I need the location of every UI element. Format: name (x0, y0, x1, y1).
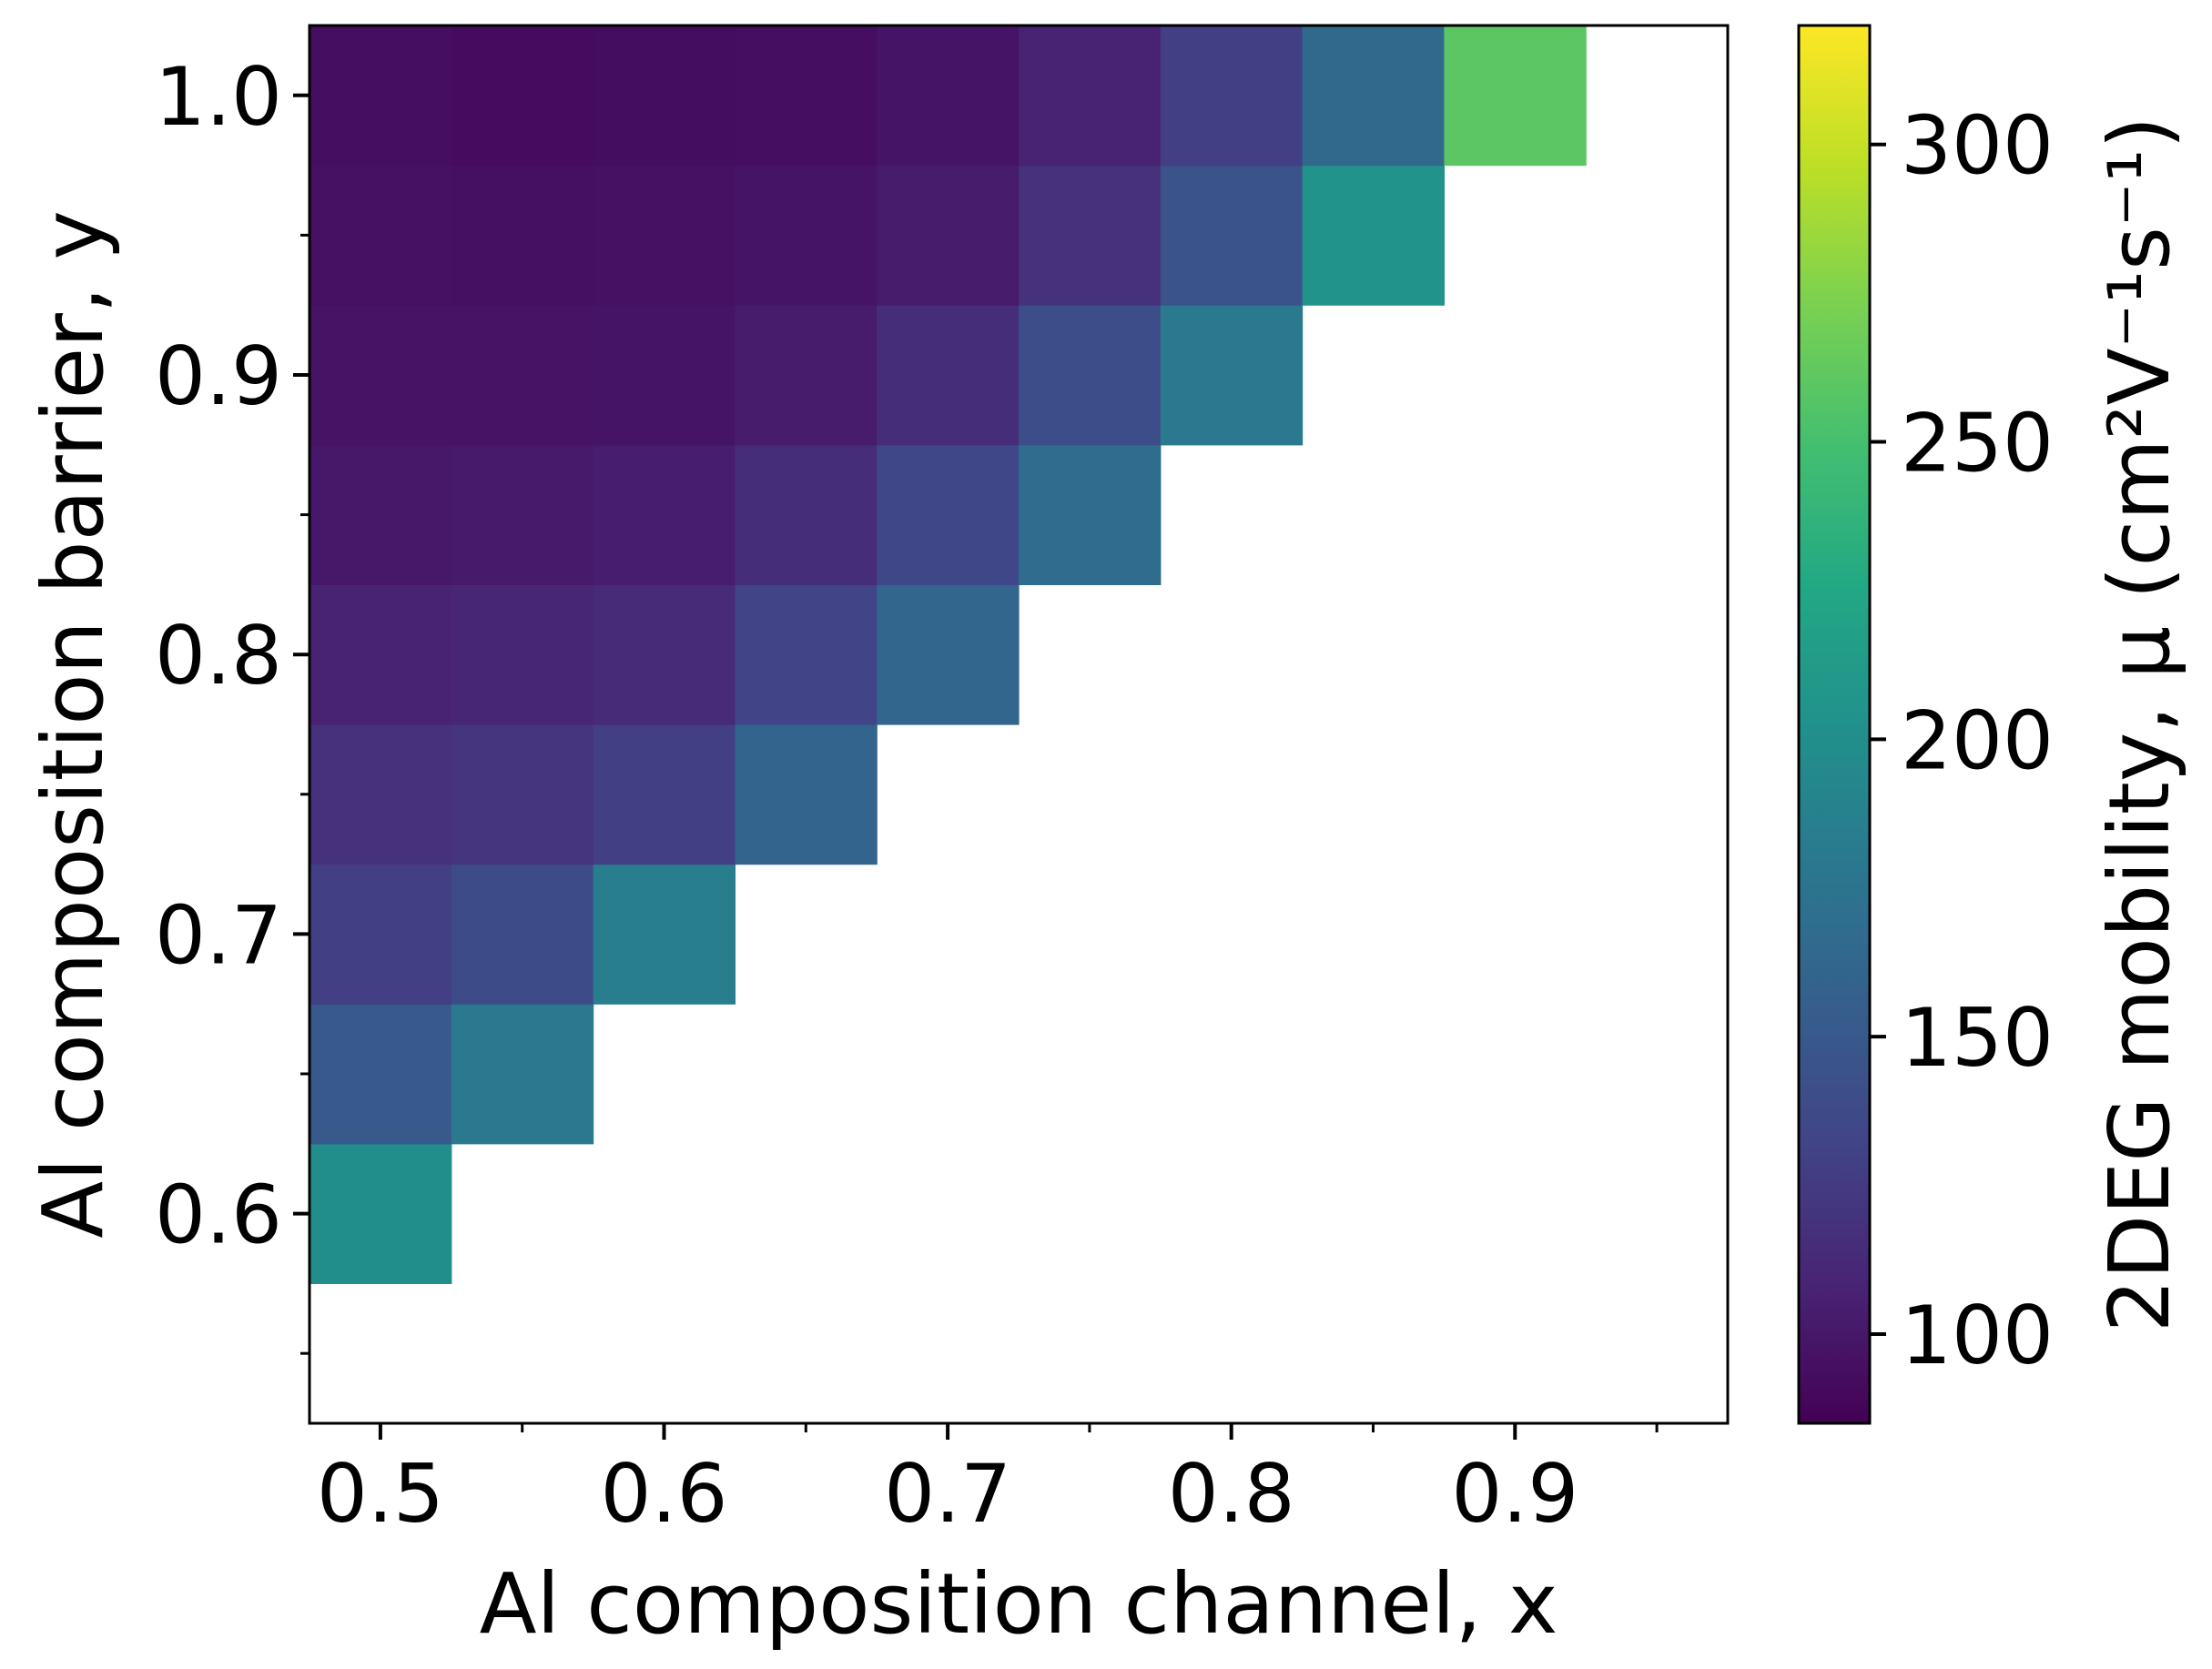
colorbar-tick-label: 250 (1901, 397, 2054, 491)
heatmap-cell (593, 724, 736, 865)
heatmap-cell (735, 444, 878, 585)
heatmap-cell (877, 444, 1020, 585)
heatmap-cell (451, 165, 594, 306)
y-axis-ticks: 0.6 0.7 0.8 0.9 1.0 (155, 50, 309, 1355)
heatmap-cell (309, 584, 452, 725)
heatmap-cell (877, 584, 1020, 725)
heatmap-cell (451, 25, 594, 167)
heatmap-cell (309, 724, 452, 865)
heatmap-cells (309, 25, 1587, 1284)
heatmap-cell (593, 165, 736, 306)
heatmap-cell (593, 25, 736, 167)
plot-frame (308, 24, 1730, 1425)
heatmap-cell (877, 165, 1020, 306)
heatmap-cell (451, 1004, 594, 1145)
x-axis-title: Al composition channel, x (480, 1555, 1558, 1653)
colorbar (1797, 24, 1872, 1425)
x-tick-label: 0.9 (1451, 1447, 1578, 1541)
heatmap-cell (309, 25, 452, 167)
heatmap-cell (309, 1143, 452, 1284)
heatmap-cell (1019, 25, 1162, 167)
heatmap-cell (593, 864, 736, 1005)
heatmap-cell (451, 864, 594, 1005)
heatmap-cell (451, 584, 594, 725)
colorbar-tick-label: 200 (1901, 693, 2054, 787)
x-tick-label: 0.7 (884, 1447, 1011, 1541)
heatmap-cell (1302, 25, 1445, 167)
y-tick-label: 0.9 (155, 329, 282, 423)
heatmap-cell (735, 724, 878, 865)
colorbar-ticks: 100 150 200 250 300 (1870, 99, 2054, 1382)
x-tick-label: 0.8 (1168, 1447, 1295, 1541)
y-tick-label: 1.0 (155, 50, 282, 144)
heatmap-cell (735, 584, 878, 725)
y-tick-label: 0.7 (155, 888, 282, 982)
heatmap-cell (1019, 305, 1162, 446)
heatmap-cell (593, 584, 736, 725)
heatmap-cell (309, 165, 452, 306)
heatmap-cell (309, 305, 452, 446)
x-tick-label: 0.6 (601, 1447, 728, 1541)
heatmap-cell (451, 305, 594, 446)
heatmap-cell (1444, 25, 1587, 167)
colorbar-tick-label: 300 (1901, 99, 2054, 193)
heatmap-cell (877, 25, 1020, 167)
heatmap-cell (877, 305, 1020, 446)
y-axis-title: Al composition barrier, y (25, 210, 122, 1239)
x-tick-label: 0.5 (317, 1447, 444, 1541)
colorbar-tick-label: 150 (1901, 991, 2054, 1085)
heatmap-cell (1160, 25, 1304, 167)
heatmap-cell (1160, 165, 1304, 306)
heatmap-cell (1302, 165, 1445, 306)
heatmap-cell (451, 724, 594, 865)
colorbar-title: 2DEG mobility, μ (cm²V⁻¹s⁻¹) (2091, 116, 2188, 1332)
y-tick-label: 0.8 (155, 609, 282, 703)
heatmap-cell (451, 444, 594, 585)
heatmap-cell (735, 25, 878, 167)
colorbar-tick-label: 100 (1901, 1289, 2054, 1382)
x-axis-ticks: 0.5 0.6 0.7 0.8 0.9 (317, 1423, 1659, 1541)
heatmap-cell (1019, 444, 1162, 585)
heatmap-cell (309, 1004, 452, 1145)
heatmap-cell (593, 444, 736, 585)
heatmap-cell (735, 165, 878, 306)
heatmap-cell (593, 305, 736, 446)
heatmap-cell (735, 305, 878, 446)
heatmap-cell (309, 864, 452, 1005)
heatmap-cell (1160, 305, 1304, 446)
heatmap-cell (1019, 165, 1162, 306)
y-tick-label: 0.6 (155, 1168, 282, 1262)
heatmap-cell (309, 444, 452, 585)
